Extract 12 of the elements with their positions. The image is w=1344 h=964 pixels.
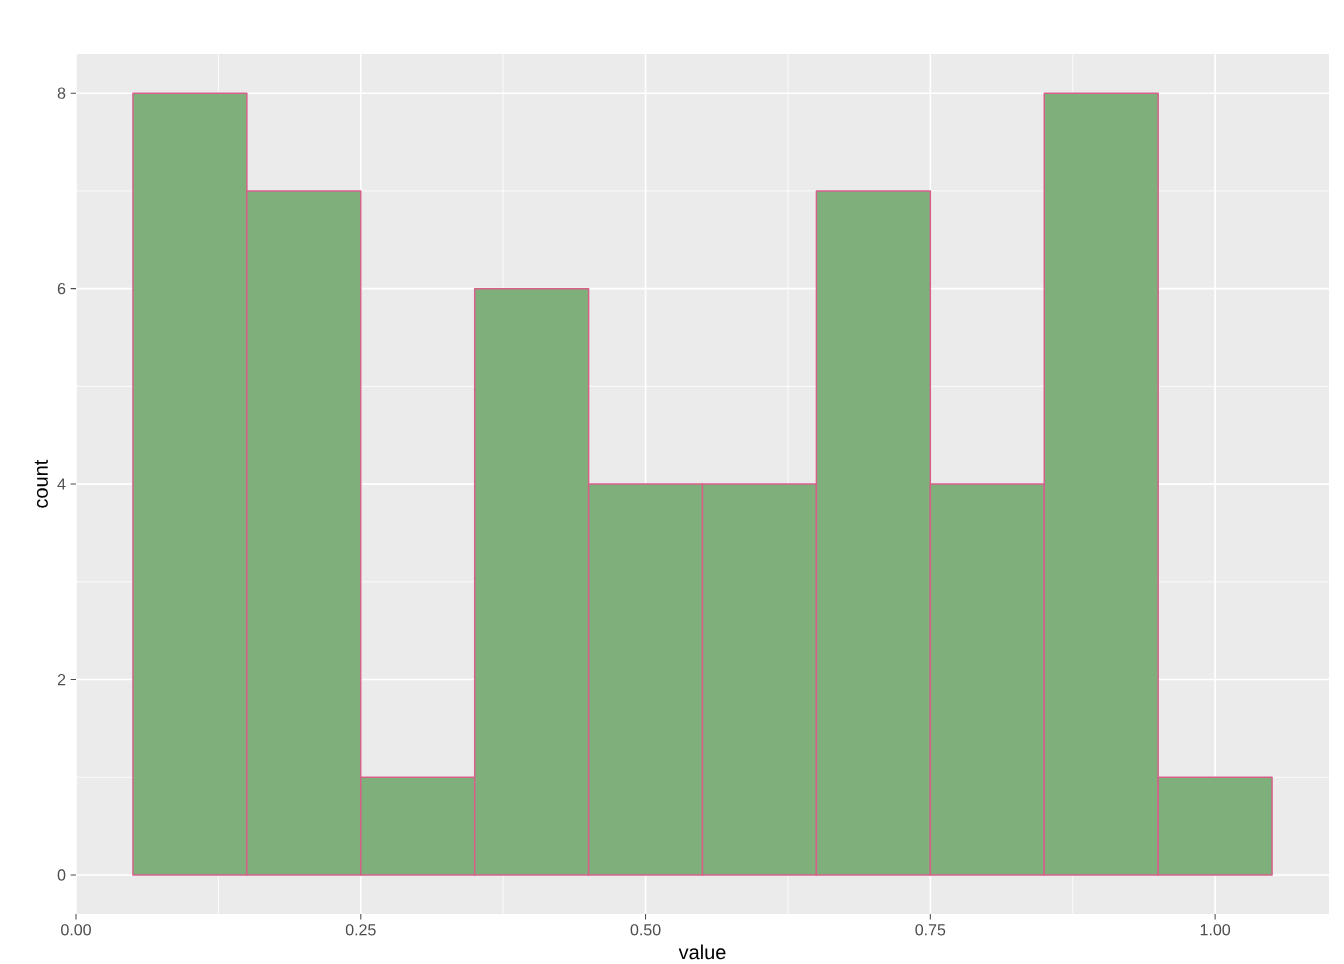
y-tick-label: 6 <box>57 283 66 295</box>
y-axis-title: count <box>34 459 48 508</box>
x-tick-label: 1.00 <box>1200 924 1231 936</box>
y-tick-label: 2 <box>57 674 66 686</box>
y-tick-label: 4 <box>57 478 66 490</box>
y-tick-label: 8 <box>57 87 66 99</box>
x-tick-label: 0.25 <box>345 924 376 936</box>
x-tick-label: 0.75 <box>915 924 946 936</box>
y-tick-label: 0 <box>57 869 66 881</box>
x-tick-label: 0.50 <box>630 924 661 936</box>
x-axis-title: value <box>678 944 726 960</box>
x-tick-label: 0.00 <box>61 924 91 936</box>
